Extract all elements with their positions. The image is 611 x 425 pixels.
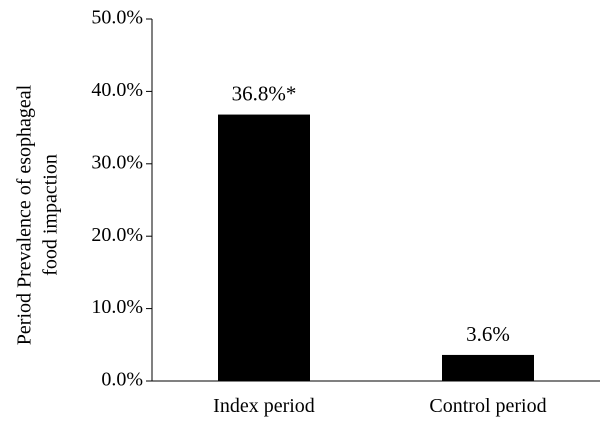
y-tick-label: 40.0% xyxy=(91,79,143,101)
data-label: 36.8%* xyxy=(232,82,297,106)
x-axis: Index period Control period xyxy=(152,380,600,417)
y-axis-title: Period Prevalence of esophageal food imp… xyxy=(14,84,62,345)
y-axis-title-line-2: food impaction xyxy=(40,154,62,276)
y-tick-label: 50.0% xyxy=(91,7,143,29)
y-tick-label: 0.0% xyxy=(101,369,143,391)
bar xyxy=(442,354,534,381)
y-tick-label: 30.0% xyxy=(91,151,143,173)
data-label: 3.6% xyxy=(466,322,510,346)
x-tick-label: Index period xyxy=(213,395,315,417)
bar xyxy=(218,114,310,382)
y-tick-label: 10.0% xyxy=(91,296,143,318)
x-tick-label: Control period xyxy=(429,395,546,417)
y-axis-title-line-1: Period Prevalence of esophageal xyxy=(14,84,36,345)
bars: 36.8%* 3.6% xyxy=(218,82,534,382)
y-tick-label: 20.0% xyxy=(91,224,143,246)
y-axis: 0.0% 10.0% 20.0% 30.0% 40.0% 50.0% xyxy=(91,7,153,391)
